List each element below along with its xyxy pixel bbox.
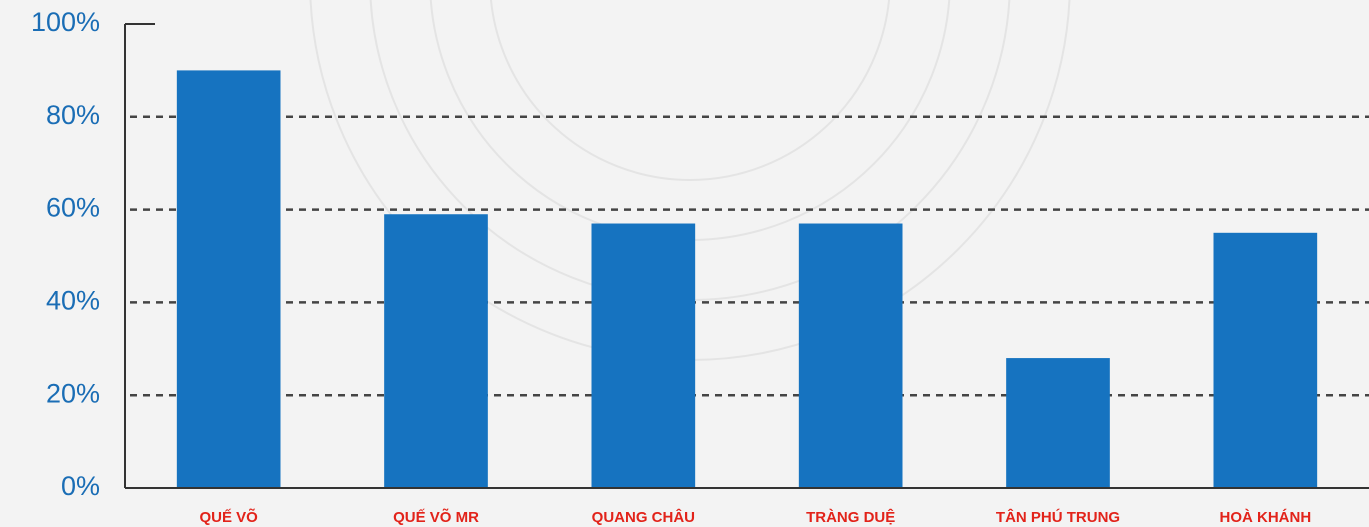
y-tick-label: 0% [61, 471, 100, 501]
x-tick-label: HOÀ KHÁNH [1219, 509, 1311, 526]
x-tick-label: QUẾ VÕ MR [393, 508, 479, 526]
bar [177, 70, 281, 488]
x-tick-label: TRÀNG DUỆ [806, 508, 895, 526]
bar [1006, 358, 1110, 488]
x-tick-label: QUANG CHÂU [592, 508, 695, 526]
page: 0% 20% 40% 60% 80% 100% QUẾ VÕ QUẾ VÕ MR QUANG C… [0, 0, 1369, 527]
x-tick-label: QUẾ VÕ [199, 508, 258, 526]
y-tick-label: 40% [46, 286, 100, 316]
y-tick-label: 80% [46, 100, 100, 130]
bar [1214, 233, 1318, 488]
bar [592, 224, 696, 488]
bar [799, 224, 903, 488]
y-tick-label: 100% [31, 7, 100, 37]
bar [384, 214, 488, 488]
y-tick-label: 20% [46, 378, 100, 408]
y-tick-label: 60% [46, 193, 100, 223]
chart: 0% 20% 40% 60% 80% 100% QUẾ VÕ QUẾ VÕ MR QUANG C… [0, 0, 1369, 527]
x-tick-label: TÂN PHÚ TRUNG [996, 508, 1120, 526]
